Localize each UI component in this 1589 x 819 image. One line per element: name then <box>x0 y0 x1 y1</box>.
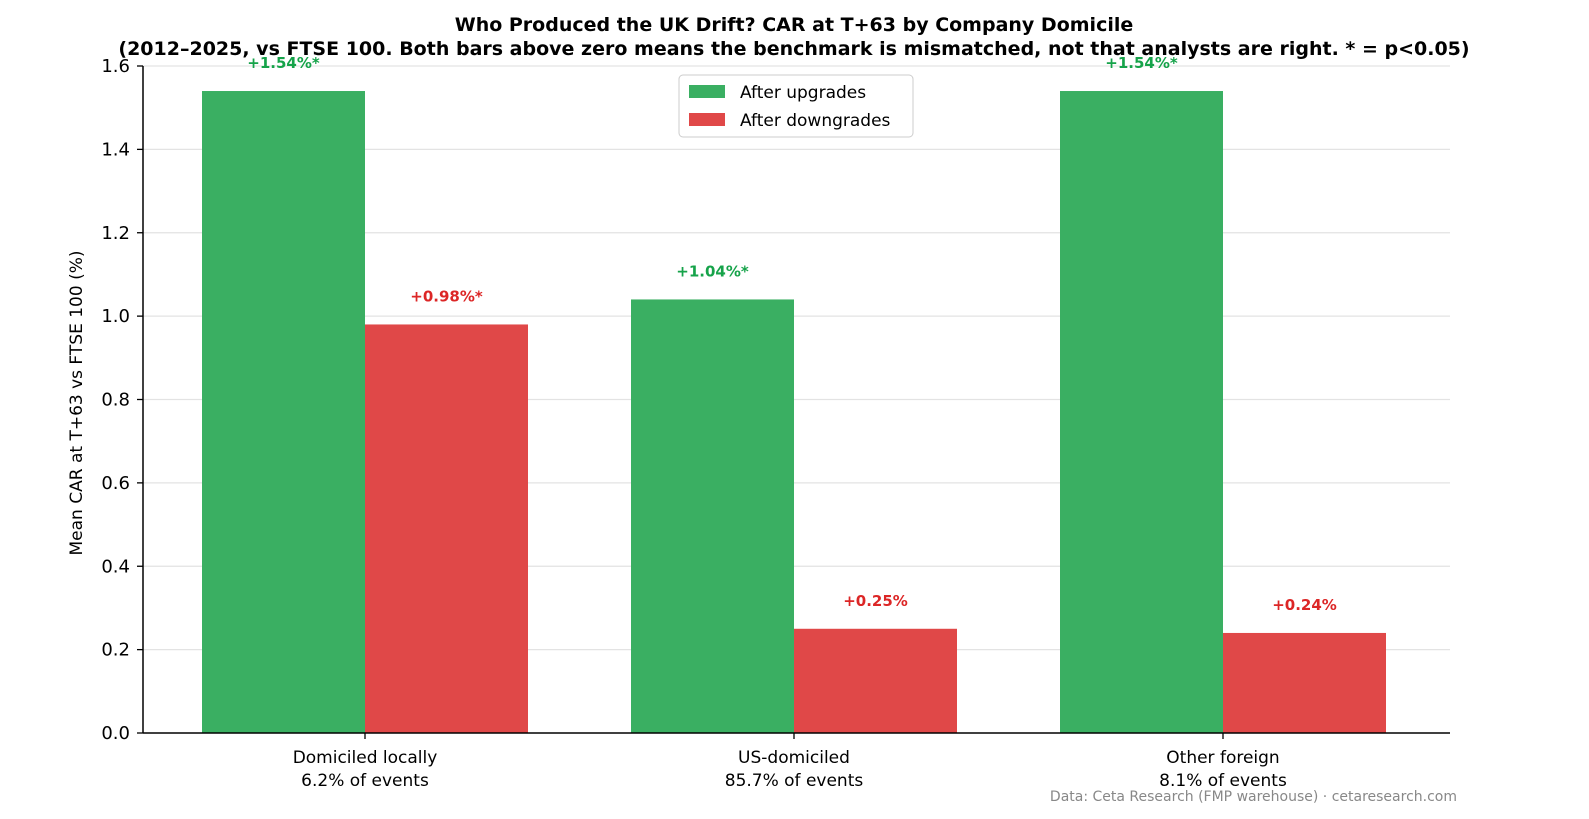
legend: After upgrades After downgrades <box>678 74 914 138</box>
y-axis-ticks: 0.0 0.2 0.4 0.6 0.8 1.0 1.2 1.4 1.6 <box>101 56 143 744</box>
x-axis-ticks: Domiciled locally 6.2% of events US-domici… <box>293 733 1287 791</box>
y-tick-label: 0.4 <box>101 556 130 577</box>
legend-entry: After downgrades <box>740 111 891 131</box>
y-tick-label: 0.6 <box>101 473 130 494</box>
y-tick-label: 1.2 <box>101 223 130 244</box>
source-note: Data: Ceta Research (FMP warehouse) · ce… <box>1050 789 1457 805</box>
chart-subtitle: (2012–2025, vs FTSE 100. Both bars above… <box>118 38 1469 60</box>
bars <box>202 91 1386 733</box>
y-tick-label: 0.2 <box>101 640 130 661</box>
bar-downgrade <box>1223 632 1386 733</box>
x-tick-label: Other foreign <box>1166 748 1279 768</box>
bar-value-label: +0.25% <box>843 592 908 610</box>
legend-entry: After upgrades <box>740 83 866 103</box>
legend-swatch <box>689 85 725 98</box>
y-tick-label: 1.4 <box>101 139 130 160</box>
chart-title: Who Produced the UK Drift? CAR at T+63 b… <box>455 14 1134 36</box>
y-tick-label: 0.0 <box>101 723 130 744</box>
x-tick-sublabel: 6.2% of events <box>301 771 429 791</box>
bar-upgrade <box>631 299 794 733</box>
bar-downgrade <box>794 628 957 733</box>
bar-value-label: +0.24% <box>1272 596 1337 614</box>
y-tick-label: 1.0 <box>101 306 130 327</box>
bar-upgrade <box>1060 91 1223 733</box>
legend-swatch <box>689 113 725 126</box>
bar-upgrade <box>202 91 365 733</box>
x-tick-label: US-domiciled <box>738 748 850 768</box>
bar-value-label: +1.04%* <box>676 262 749 280</box>
bar-value-label: +1.54%* <box>247 54 320 72</box>
x-tick-sublabel: 8.1% of events <box>1159 771 1287 791</box>
legend-box <box>678 74 914 138</box>
x-tick-sublabel: 85.7% of events <box>725 771 864 791</box>
bar-value-label: +1.54%* <box>1105 54 1178 72</box>
y-tick-label: 1.6 <box>101 56 130 77</box>
bar-value-labels: +1.54%* +0.98%* +1.04%* +0.25% +1.54%* +0.24% <box>247 54 1337 614</box>
y-axis-label: Mean CAR at T+63 vs FTSE 100 (%) <box>67 251 87 556</box>
x-tick-label: Domiciled locally <box>293 748 438 768</box>
bar-downgrade <box>365 324 528 733</box>
y-tick-label: 0.8 <box>101 390 130 411</box>
bar-value-label: +0.98%* <box>410 287 483 305</box>
